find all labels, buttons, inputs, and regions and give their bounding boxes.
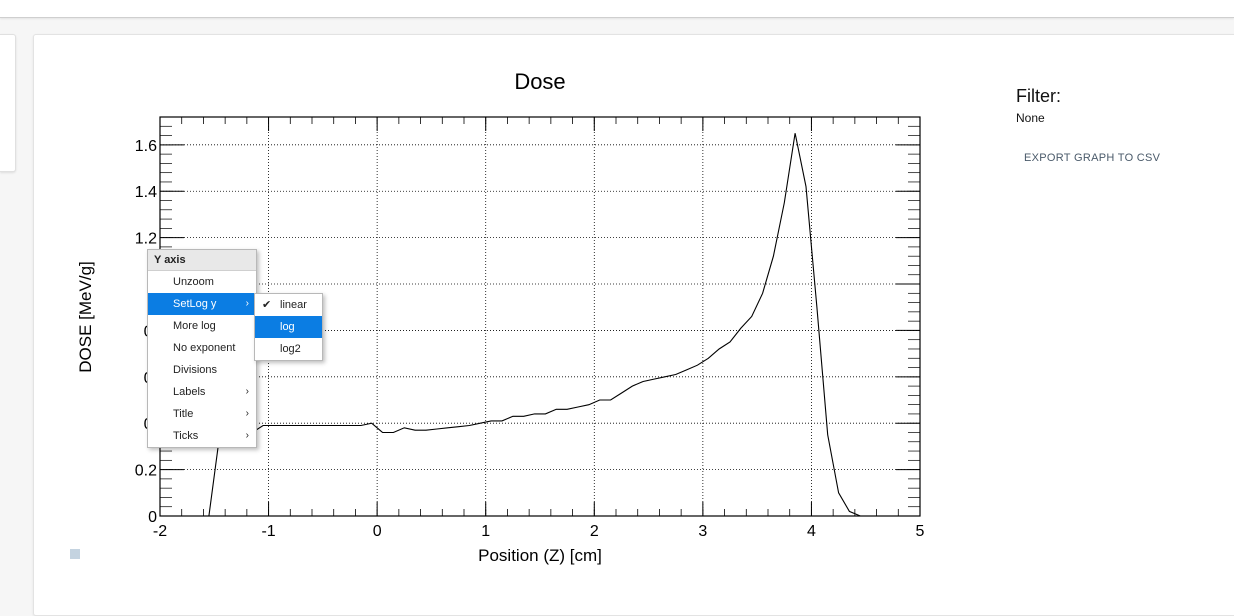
submenu-item-label: log — [280, 321, 295, 333]
submenu-item-label: linear — [280, 299, 307, 311]
menu-item-label: Divisions — [173, 364, 218, 376]
menu-item-label: More log — [173, 320, 216, 332]
y-axis-context-menu: Y axis Unzoom SetLog y › More log No exp… — [147, 249, 257, 448]
x-tick-label: 0 — [373, 523, 382, 540]
x-tick-label: 3 — [698, 523, 707, 540]
submenu-item-log[interactable]: log — [255, 316, 322, 338]
x-tick-label: 4 — [807, 523, 816, 540]
x-tick-label: -2 — [153, 523, 167, 540]
chevron-right-icon: › — [245, 386, 249, 397]
submenu-item-linear[interactable]: ✔ linear — [255, 294, 322, 316]
menu-item-label: No exponent — [173, 342, 236, 354]
x-tick-label: 2 — [590, 523, 599, 540]
chevron-right-icon: › — [245, 408, 249, 419]
y-tick-label: 0.2 — [135, 463, 157, 480]
chevron-right-icon: › — [245, 430, 249, 441]
context-menu-header: Y axis — [148, 250, 256, 271]
menu-item-ticks[interactable]: Ticks › — [148, 425, 256, 447]
export-csv-button[interactable]: EXPORT GRAPH TO CSV — [1016, 148, 1168, 168]
y-tick-label: 1.2 — [135, 231, 157, 248]
y-axis-label: DOSE [MeV/g] — [76, 261, 95, 372]
filter-label: Filter: — [1016, 86, 1061, 106]
menu-item-no-exponent[interactable]: No exponent — [148, 337, 256, 359]
top-bar — [0, 0, 1234, 18]
setlog-submenu: ✔ linear log log2 — [254, 293, 323, 361]
y-tick-label: 1.6 — [135, 138, 157, 155]
small-square-icon[interactable] — [70, 549, 80, 559]
x-tick-label: -1 — [261, 523, 275, 540]
menu-item-unzoom[interactable]: Unzoom — [148, 271, 256, 293]
checkmark-icon: ✔ — [262, 299, 272, 311]
menu-item-title[interactable]: Title › — [148, 403, 256, 425]
y-tick-label: 0 — [148, 509, 157, 526]
menu-item-more-log[interactable]: More log — [148, 315, 256, 337]
filter-value: None — [1016, 111, 1045, 125]
x-tick-label: 1 — [481, 523, 490, 540]
submenu-item-label: log2 — [280, 343, 301, 355]
submenu-item-log2[interactable]: log2 — [255, 338, 322, 360]
menu-item-label: SetLog y — [173, 298, 217, 310]
chevron-right-icon: › — [245, 298, 249, 309]
left-collapsed-panel[interactable] — [0, 34, 16, 172]
x-axis-label: Position (Z) [cm] — [478, 546, 602, 565]
menu-item-label: Labels — [173, 386, 206, 398]
menu-item-label: Ticks — [173, 430, 199, 442]
dose-series-line[interactable] — [208, 133, 872, 517]
menu-item-label: Unzoom — [173, 276, 214, 288]
menu-item-labels[interactable]: Labels › — [148, 381, 256, 403]
chart-title: Dose — [514, 69, 565, 94]
menu-item-setlog-y[interactable]: SetLog y › — [148, 293, 256, 315]
x-tick-label: 5 — [916, 523, 925, 540]
menu-item-divisions[interactable]: Divisions — [148, 359, 256, 381]
menu-item-label: Title — [173, 408, 194, 420]
y-tick-label: 1.4 — [135, 184, 157, 201]
